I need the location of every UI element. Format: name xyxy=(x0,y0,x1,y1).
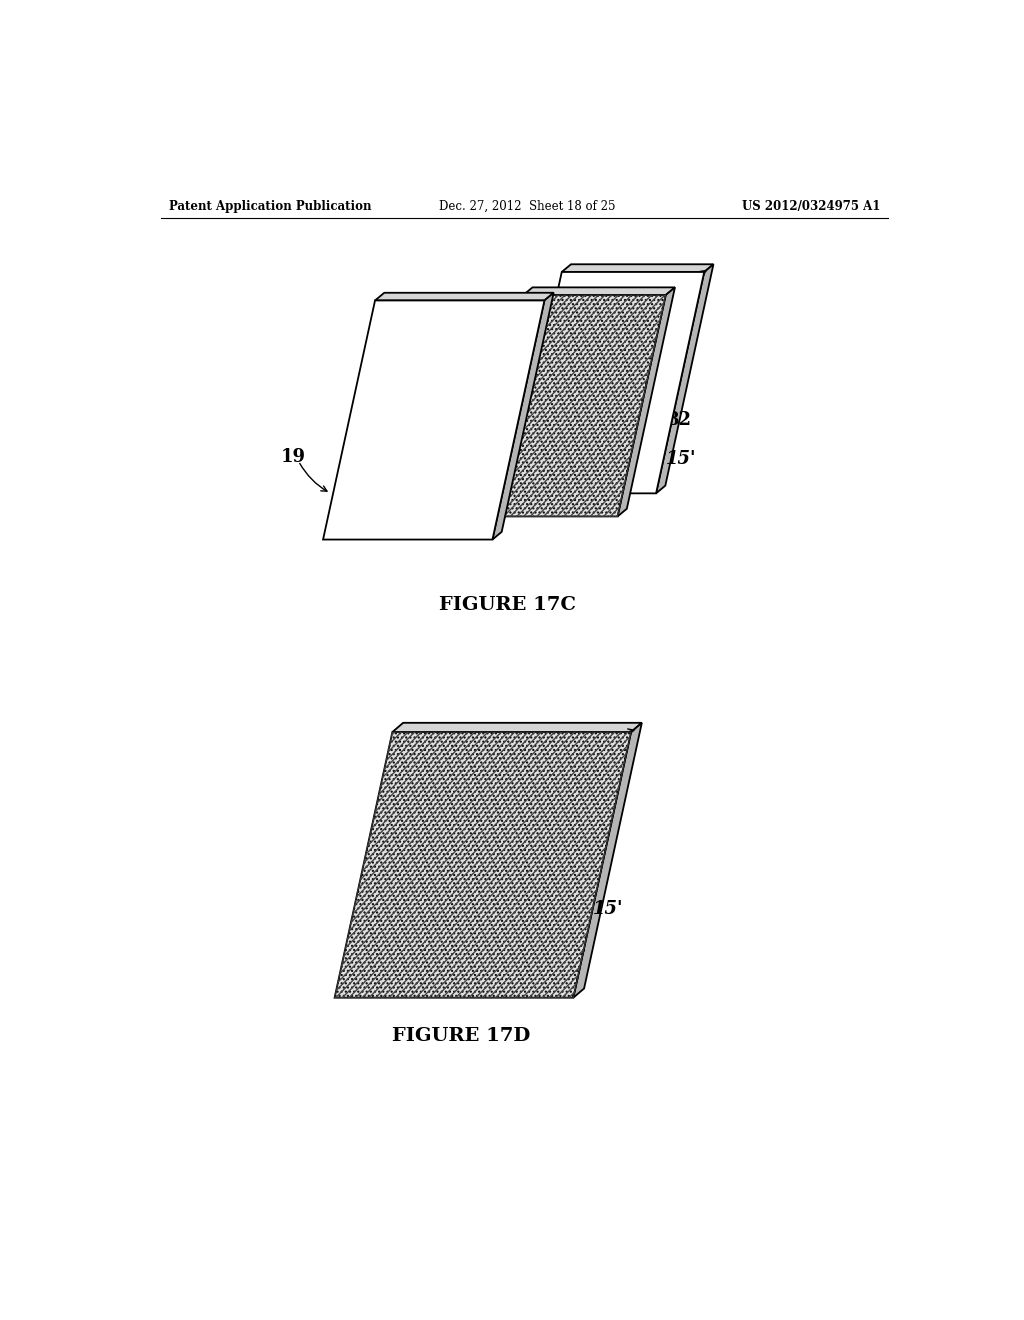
Text: 88: 88 xyxy=(562,746,587,764)
Polygon shape xyxy=(323,301,545,540)
Text: Patent Application Publication: Patent Application Publication xyxy=(169,199,372,213)
Polygon shape xyxy=(493,293,554,540)
Text: 15': 15' xyxy=(666,450,696,467)
Polygon shape xyxy=(335,733,631,998)
Text: FIGURE 17D: FIGURE 17D xyxy=(392,1027,530,1045)
Polygon shape xyxy=(475,296,666,516)
Text: Dec. 27, 2012  Sheet 18 of 25: Dec. 27, 2012 Sheet 18 of 25 xyxy=(438,199,615,213)
Text: FIGURE 17C: FIGURE 17C xyxy=(439,597,577,614)
Text: US 2012/0324975 A1: US 2012/0324975 A1 xyxy=(742,199,881,213)
Text: 19: 19 xyxy=(281,449,306,466)
Polygon shape xyxy=(573,723,642,998)
Polygon shape xyxy=(392,723,642,733)
Polygon shape xyxy=(617,288,675,516)
Polygon shape xyxy=(514,272,705,494)
Polygon shape xyxy=(523,288,675,296)
Text: 82: 82 xyxy=(666,412,691,429)
Text: 15': 15' xyxy=(593,900,623,919)
Text: 19: 19 xyxy=(666,286,691,305)
Polygon shape xyxy=(375,293,554,301)
Polygon shape xyxy=(562,264,714,272)
Polygon shape xyxy=(656,264,714,494)
